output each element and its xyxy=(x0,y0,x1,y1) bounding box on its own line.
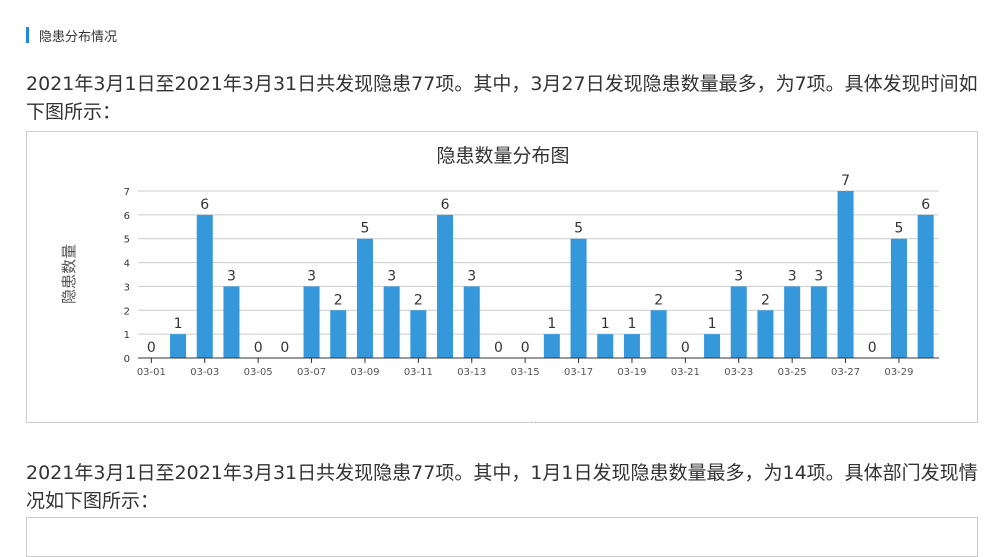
x-axis-label: 日期 xyxy=(514,420,544,423)
bar xyxy=(463,286,480,358)
bar xyxy=(597,334,614,358)
summary-paragraph-2: 2021年3月1日至2021年3月31日共发现隐患77项。其中，1月1日发现隐患… xyxy=(26,462,978,512)
section-marker xyxy=(26,27,29,43)
data-label: 6 xyxy=(441,197,450,213)
y-axis-label: 隐患数量 xyxy=(60,244,78,304)
y-tick-label: 7 xyxy=(124,187,130,198)
data-label: 3 xyxy=(387,268,396,284)
data-label: 6 xyxy=(921,197,930,213)
y-tick-label: 1 xyxy=(124,330,130,341)
data-label: 6 xyxy=(200,197,209,213)
bar xyxy=(784,286,801,358)
bar xyxy=(383,286,400,358)
data-label: 5 xyxy=(894,221,903,237)
y-tick-label: 0 xyxy=(124,354,130,365)
data-label: 0 xyxy=(280,340,289,356)
x-tick-label: 03-23 xyxy=(724,367,753,378)
section-header: 隐患分布情况 xyxy=(26,26,118,45)
data-label: 0 xyxy=(494,340,503,356)
y-tick-label: 2 xyxy=(124,306,130,317)
bar xyxy=(410,310,427,358)
data-label: 3 xyxy=(788,268,797,284)
data-label: 1 xyxy=(601,316,610,332)
bar xyxy=(757,310,774,358)
department-chart-box xyxy=(26,517,978,557)
data-label: 2 xyxy=(761,292,770,308)
data-label: 0 xyxy=(521,340,530,356)
bar xyxy=(437,214,454,358)
y-tick-label: 5 xyxy=(124,235,130,246)
x-tick-label: 03-29 xyxy=(884,367,913,378)
x-tick-label: 03-13 xyxy=(457,367,486,378)
x-tick-label: 03-05 xyxy=(244,367,273,378)
x-tick-label: 03-19 xyxy=(617,367,646,378)
data-label: 2 xyxy=(654,292,663,308)
bar xyxy=(330,310,347,358)
x-tick-label: 03-11 xyxy=(404,367,433,378)
bar xyxy=(704,334,721,358)
chart-svg: 隐患数量分布图 隐患数量 日期 0 1 2 3 4 5 6 7 0 1 6 3 0 0 3 2 5 3 2 6 3 0 0 1… xyxy=(60,145,939,423)
data-label: 2 xyxy=(334,292,343,308)
data-label: 0 xyxy=(868,340,877,356)
data-label: 0 xyxy=(681,340,690,356)
data-label: 0 xyxy=(254,340,263,356)
bar xyxy=(650,310,667,358)
data-label: 1 xyxy=(174,316,183,332)
x-tick-label: 03-15 xyxy=(511,367,540,378)
bar xyxy=(303,286,320,358)
data-label: 2 xyxy=(414,292,423,308)
bar xyxy=(223,286,240,358)
summary-paragraph-1: 2021年3月1日至2021年3月31日共发现隐患77项。其中，3月27日发现隐… xyxy=(26,73,978,123)
x-tick-label: 03-21 xyxy=(671,367,700,378)
bar xyxy=(837,191,854,358)
chart-title: 隐患数量分布图 xyxy=(436,145,569,167)
data-label: 1 xyxy=(547,316,556,332)
bar xyxy=(890,238,907,358)
bar xyxy=(730,286,747,358)
data-label: 3 xyxy=(734,268,743,284)
bar xyxy=(623,334,640,358)
bar xyxy=(356,238,373,358)
data-label: 0 xyxy=(147,340,156,356)
x-tick-label: 03-03 xyxy=(190,367,219,378)
data-label: 3 xyxy=(814,268,823,284)
data-label: 5 xyxy=(574,221,583,237)
section-title: 隐患分布情况 xyxy=(39,29,118,45)
data-label: 5 xyxy=(360,221,369,237)
x-tick-label: 03-01 xyxy=(137,367,166,378)
x-tick-label: 03-27 xyxy=(831,367,860,378)
x-tick-label: 03-09 xyxy=(350,367,379,378)
bar xyxy=(570,238,587,358)
data-label: 1 xyxy=(708,316,717,332)
x-tick-label: 03-07 xyxy=(297,367,326,378)
bar xyxy=(810,286,827,358)
y-tick-label: 6 xyxy=(124,211,130,222)
hazard-distribution-chart: 隐患数量分布图 隐患数量 日期 0 1 2 3 4 5 6 7 0 1 6 3 0 0 3 2 5 3 2 6 3 0 0 1… xyxy=(26,131,978,423)
bar xyxy=(170,334,187,358)
y-tick-label: 3 xyxy=(124,282,130,293)
data-label: 7 xyxy=(841,173,850,189)
data-label: 3 xyxy=(227,268,236,284)
x-tick-label: 03-17 xyxy=(564,367,593,378)
y-tick-label: 4 xyxy=(124,259,130,270)
data-label: 1 xyxy=(627,316,636,332)
x-tick-label: 03-25 xyxy=(778,367,807,378)
bar xyxy=(543,334,560,358)
data-label: 3 xyxy=(307,268,316,284)
bar xyxy=(917,214,934,358)
bar xyxy=(196,214,213,358)
data-label: 3 xyxy=(467,268,476,284)
